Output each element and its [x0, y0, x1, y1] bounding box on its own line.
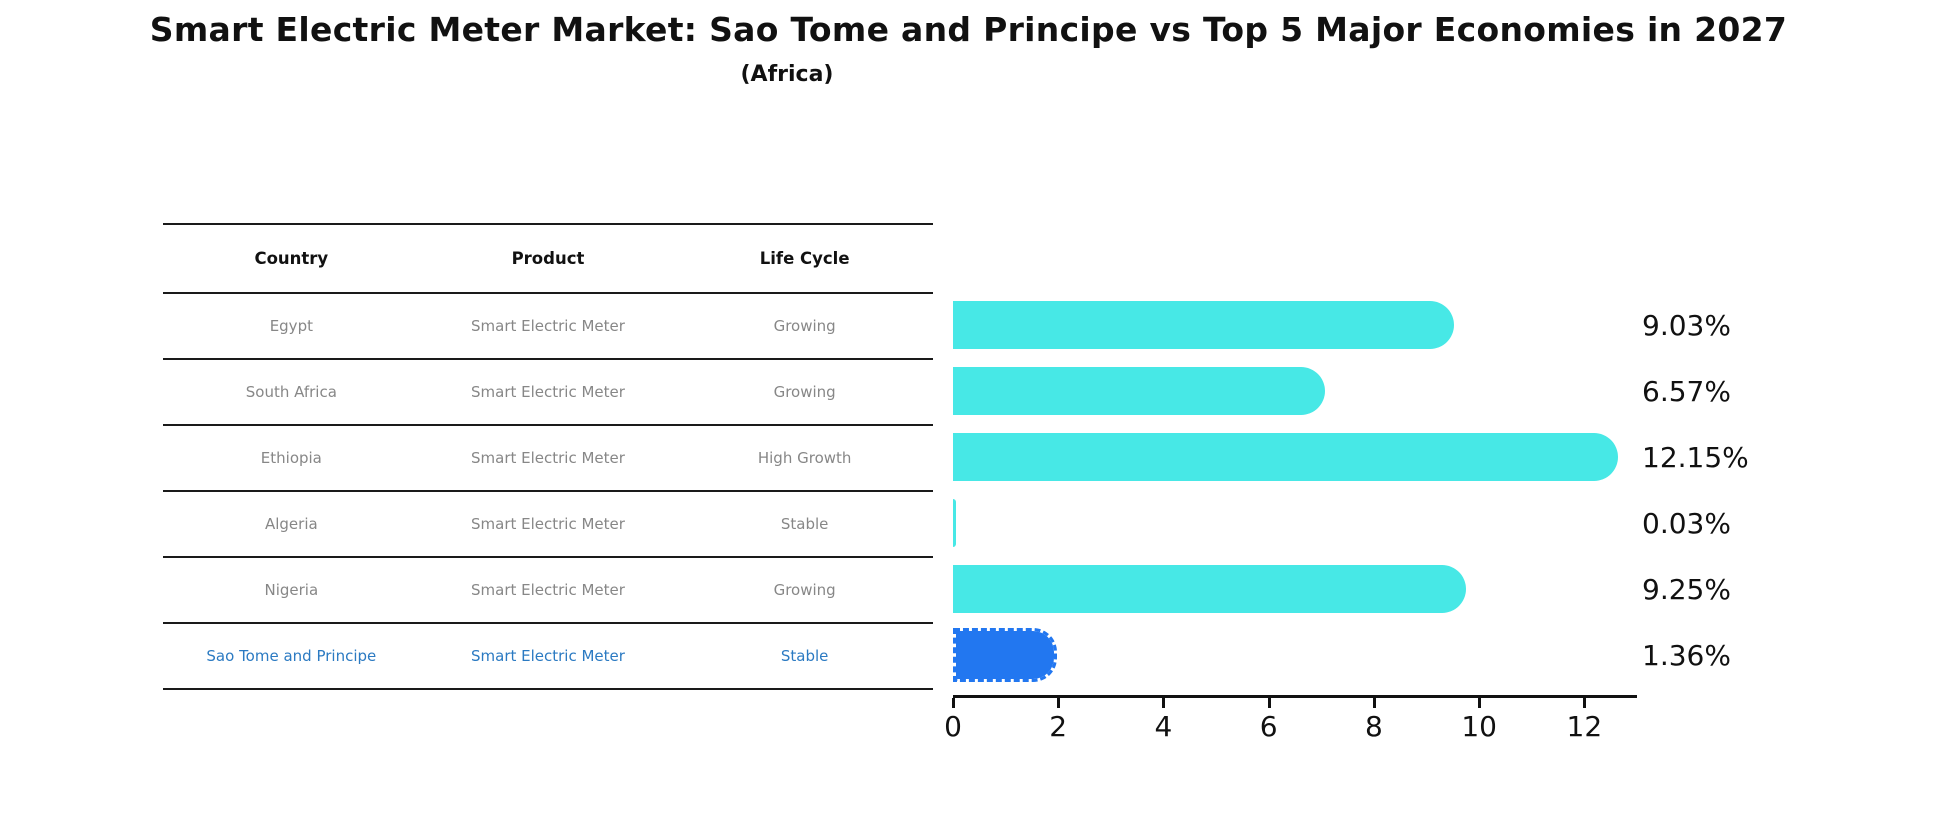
table-row: Nigeria Smart Electric Meter Growing — [163, 558, 933, 624]
x-tick-label: 6 — [1259, 710, 1278, 743]
bar-ethiopia — [953, 433, 1619, 481]
chart-subtitle: (Africa) — [740, 62, 834, 87]
value-label: 9.03% — [1642, 308, 1731, 342]
cell-country: Ethiopia — [260, 449, 322, 467]
value-label: 12.15% — [1642, 440, 1749, 474]
table-row-highlighted: Sao Tome and Principe Smart Electric Met… — [163, 624, 933, 690]
value-label-column: 9.03% 6.57% 12.15% 0.03% 9.25% 1.36% — [1642, 292, 1842, 688]
chart-title: Smart Electric Meter Market: Sao Tome an… — [149, 10, 1788, 49]
cell-life-cycle: Growing — [773, 383, 836, 401]
table-row: Algeria Smart Electric Meter Stable — [163, 492, 933, 558]
cell-product: Smart Electric Meter — [471, 515, 625, 533]
bar-algeria — [953, 499, 956, 547]
cell-product: Smart Electric Meter — [471, 449, 625, 467]
cell-life-cycle: Stable — [780, 515, 829, 533]
value-label: 0.03% — [1642, 506, 1731, 540]
value-label: 6.57% — [1642, 374, 1731, 408]
table-row: South Africa Smart Electric Meter Growin… — [163, 360, 933, 426]
cell-country: Nigeria — [264, 581, 319, 599]
table-header-row: Country Product Life Cycle — [163, 223, 933, 294]
table-row: Egypt Smart Electric Meter Growing — [163, 294, 933, 360]
cell-country: South Africa — [245, 383, 337, 401]
x-tick-label: 10 — [1461, 710, 1497, 743]
cell-country: Algeria — [264, 515, 318, 533]
value-label: 1.36% — [1642, 638, 1731, 672]
x-tick-label: 0 — [944, 710, 962, 743]
cell-life-cycle: Growing — [773, 581, 836, 599]
column-header-life-cycle: Life Cycle — [759, 249, 850, 268]
x-axis-line — [953, 695, 1637, 698]
x-tick-label: 2 — [1049, 710, 1068, 743]
bar-egypt — [953, 301, 1455, 349]
cell-country: Egypt — [269, 317, 313, 335]
cell-life-cycle: Growing — [773, 317, 836, 335]
cell-life-cycle: High Growth — [757, 449, 852, 467]
x-tick-label: 4 — [1154, 710, 1173, 743]
x-tick-label: 8 — [1365, 710, 1383, 743]
bar-sao-tome-and-principe — [953, 628, 1057, 682]
cell-product: Smart Electric Meter — [471, 317, 625, 335]
cell-product: Smart Electric Meter — [471, 647, 625, 665]
bar-plot-area — [953, 292, 1637, 688]
cell-product: Smart Electric Meter — [471, 581, 625, 599]
column-header-product: Product — [511, 249, 585, 268]
x-tick-label: 12 — [1566, 710, 1603, 743]
country-table: Country Product Life Cycle Egypt Smart E… — [163, 223, 933, 690]
table-row: Ethiopia Smart Electric Meter High Growt… — [163, 426, 933, 492]
cell-product: Smart Electric Meter — [471, 383, 625, 401]
bar-south-africa — [953, 367, 1325, 415]
bar-nigeria — [953, 565, 1466, 613]
column-header-country: Country — [254, 249, 329, 268]
value-label: 9.25% — [1642, 572, 1731, 606]
cell-country: Sao Tome and Principe — [206, 647, 377, 665]
cell-life-cycle: Stable — [780, 647, 829, 665]
